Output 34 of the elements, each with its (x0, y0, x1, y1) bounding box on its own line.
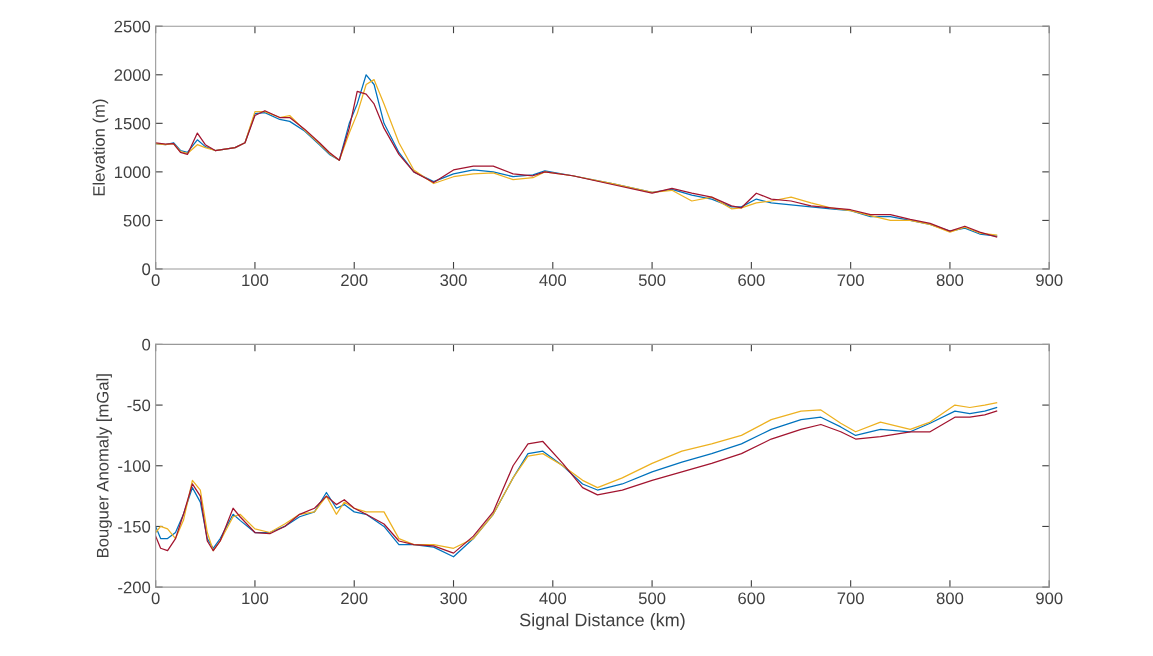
x-tick-label: 300 (440, 274, 467, 287)
y-tick-label: 2500 (114, 20, 151, 33)
x-tick-label: 500 (638, 592, 666, 605)
x-tick-label: 400 (539, 592, 567, 605)
x-tick-label: 0 (151, 592, 160, 605)
y-tick-label: 500 (123, 214, 151, 227)
y-tick-label: 1500 (114, 117, 151, 130)
x-tick-label: 500 (638, 274, 666, 287)
x-tick-label: 800 (936, 274, 964, 287)
y-axis-title: Bouguer Anomaly [mGal] (96, 374, 112, 558)
y-tick-label: -150 (118, 520, 151, 533)
x-tick-label: 200 (341, 592, 368, 605)
y-tick-label: -100 (118, 460, 151, 472)
y-tick-label: 2000 (114, 69, 151, 81)
x-tick-label: 100 (242, 274, 269, 287)
x-tick-label: 900 (1036, 274, 1063, 287)
x-tick-label: 800 (936, 592, 964, 605)
y-tick-label: 1000 (114, 166, 151, 179)
x-tick-label: 100 (242, 592, 269, 605)
x-tick-label: 600 (738, 274, 765, 287)
x-tick-label: 400 (539, 274, 567, 287)
x-tick-label: 700 (837, 592, 864, 605)
x-tick-label: 600 (738, 592, 765, 605)
x-tick-label: 200 (341, 274, 368, 287)
y-tick-label: 0 (142, 263, 151, 276)
y-axis-title: Elevation (m) (92, 99, 109, 196)
x-tick-label: 300 (440, 592, 467, 605)
y-tick-label: 0 (142, 338, 151, 351)
x-tick-label: 0 (151, 274, 160, 287)
y-tick-label: -50 (127, 399, 151, 412)
y-tick-label: -200 (118, 581, 151, 594)
x-tick-label: 900 (1036, 592, 1063, 605)
x-axis-title: Signal Distance (km) (519, 613, 685, 630)
x-tick-label: 700 (837, 274, 864, 287)
